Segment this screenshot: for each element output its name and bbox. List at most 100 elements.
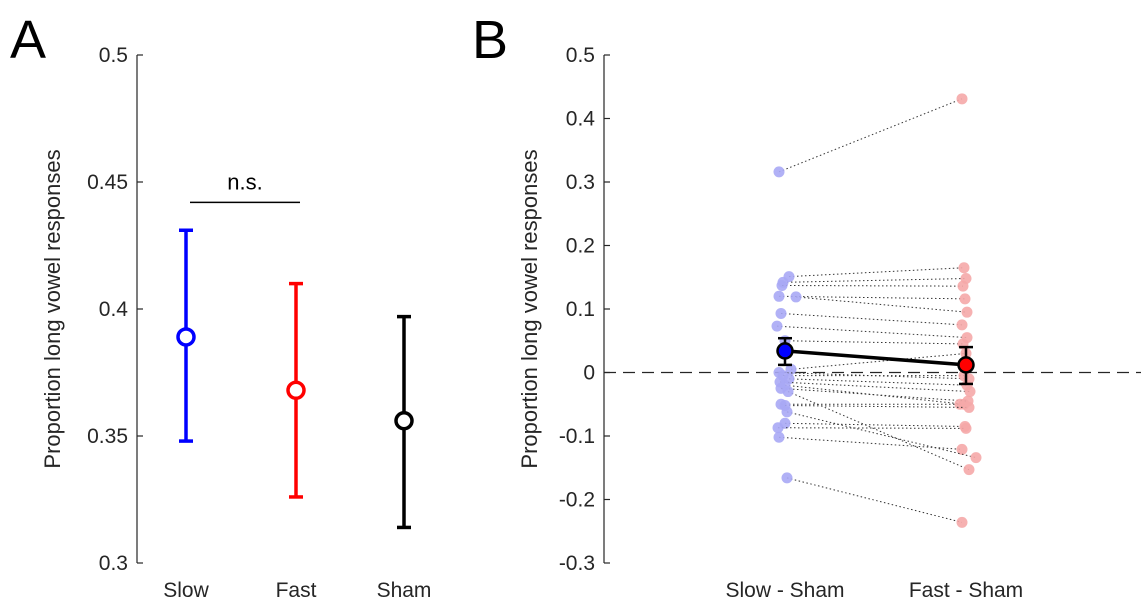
pair-connector — [778, 436, 963, 450]
slow-sham-point — [772, 422, 784, 434]
slow-sham-point — [771, 320, 783, 332]
fast-sham-point — [961, 306, 973, 318]
panel-a-x-tick-labels: Slow Fast Sham — [163, 579, 431, 602]
y-tick-label: 0.4 — [99, 298, 129, 321]
slow-sham-point — [775, 307, 787, 319]
mean-error-group — [957, 345, 975, 386]
panel-a-data-marks — [176, 228, 414, 530]
mean-marker — [776, 342, 794, 360]
slow-sham-point — [782, 386, 794, 398]
y-tick-label: 0.5 — [566, 44, 595, 67]
pair-connector — [788, 378, 968, 386]
mean-marker — [176, 327, 196, 347]
participant-pair — [774, 376, 976, 398]
fast-sham-point — [956, 516, 968, 528]
pair-connector — [787, 391, 970, 471]
error-bar-group — [394, 314, 414, 530]
y-tick-label: 0.35 — [87, 425, 128, 448]
fast-sham-point — [960, 422, 972, 434]
fast-sham-point — [957, 280, 969, 292]
panel-b-y-axis-label: Proportion long vowel responses — [517, 149, 542, 468]
pair-connector — [788, 267, 965, 278]
slow-sham-point — [773, 290, 785, 302]
mean-marker — [394, 411, 414, 431]
x-tick-label: Slow - Sham — [725, 579, 844, 602]
pair-connector — [776, 325, 968, 339]
y-tick-label: 0.5 — [99, 44, 128, 67]
participant-pair — [773, 431, 968, 455]
fast-sham-point — [956, 443, 968, 455]
panel-a-chart: 0.3 0.35 0.4 0.45 0.5 Proportion long vowel … — [40, 44, 431, 602]
x-tick-label: Sham — [377, 579, 432, 602]
x-tick-label: Fast - Sham — [909, 579, 1023, 602]
panel-a-y-axis-label: Proportion long vowel responses — [40, 149, 65, 468]
pair-connector — [786, 477, 963, 523]
mean-marker — [286, 380, 306, 401]
y-tick-label: 0.4 — [566, 108, 596, 131]
y-tick-label: 0.45 — [87, 171, 128, 194]
fast-sham-point — [956, 93, 968, 105]
pair-connector — [778, 98, 963, 173]
slow-sham-point — [773, 431, 785, 443]
participant-pair — [772, 422, 972, 434]
panel-b-individual-pairs — [771, 93, 982, 528]
participant-pair — [782, 386, 975, 476]
pair-connector — [784, 384, 965, 405]
fast-sham-point — [963, 401, 975, 413]
pair-connector — [779, 381, 971, 393]
panel-b-letter: B — [472, 10, 508, 70]
panel-b-y-ticks: -0.3 -0.2 -0.1 0 0.1 0.2 0.3 0.4 0.5 — [559, 44, 610, 575]
fast-sham-point — [970, 452, 982, 464]
mean-error-group — [776, 336, 794, 367]
error-bar-group — [286, 281, 306, 499]
y-tick-label: -0.1 — [559, 425, 595, 448]
participant-pair — [773, 290, 971, 305]
slow-sham-point — [781, 472, 793, 484]
slow-sham-point — [776, 280, 788, 292]
x-tick-label: Fast — [276, 579, 317, 602]
pair-connector — [781, 285, 964, 287]
pair-connector — [784, 340, 964, 345]
y-tick-label: 0.2 — [566, 235, 595, 258]
mean-marker — [957, 356, 975, 374]
x-tick-label: Slow — [163, 579, 209, 602]
fast-sham-point — [963, 464, 975, 476]
participant-pair — [776, 280, 969, 292]
participant-pair — [781, 472, 968, 528]
significance-label: n.s. — [227, 169, 262, 194]
participant-pair — [775, 382, 974, 407]
pair-connector — [795, 296, 968, 313]
pair-connector — [784, 422, 966, 427]
pair-connector — [780, 312, 963, 326]
participant-pair — [790, 291, 973, 318]
panel-b-x-tick-labels: Slow - Sham Fast - Sham — [725, 579, 1023, 602]
participant-pair — [773, 93, 968, 178]
panel-a-letter: A — [10, 10, 46, 70]
pair-connector — [784, 405, 970, 408]
pair-connector — [777, 427, 967, 429]
mean-connector — [784, 349, 967, 367]
pair-connector — [778, 295, 966, 300]
pair-connector — [780, 387, 969, 402]
fast-sham-point — [959, 293, 971, 305]
slow-sham-point — [785, 363, 797, 375]
fast-sham-point — [964, 386, 976, 398]
participant-pair — [771, 320, 973, 344]
y-tick-label: -0.2 — [559, 489, 595, 512]
fast-sham-point — [956, 319, 968, 331]
fast-sham-point — [958, 262, 970, 274]
pair-connector — [782, 278, 967, 283]
y-tick-label: -0.3 — [559, 552, 595, 575]
y-tick-label: 0.3 — [566, 171, 595, 194]
pair-connector — [790, 352, 967, 370]
panel-a-significance: n.s. — [190, 169, 300, 204]
panel-a-y-ticks: 0.3 0.35 0.4 0.45 0.5 — [87, 44, 143, 575]
pair-connector — [786, 411, 977, 459]
participant-pair — [775, 307, 968, 331]
y-tick-label: 0.1 — [566, 298, 595, 321]
y-tick-label: 0.3 — [99, 552, 128, 575]
slow-sham-point — [781, 406, 793, 418]
slow-sham-point — [773, 166, 785, 178]
panel-b-chart: -0.3 -0.2 -0.1 0 0.1 0.2 0.3 0.4 0.5 Proportion … — [517, 44, 1141, 602]
